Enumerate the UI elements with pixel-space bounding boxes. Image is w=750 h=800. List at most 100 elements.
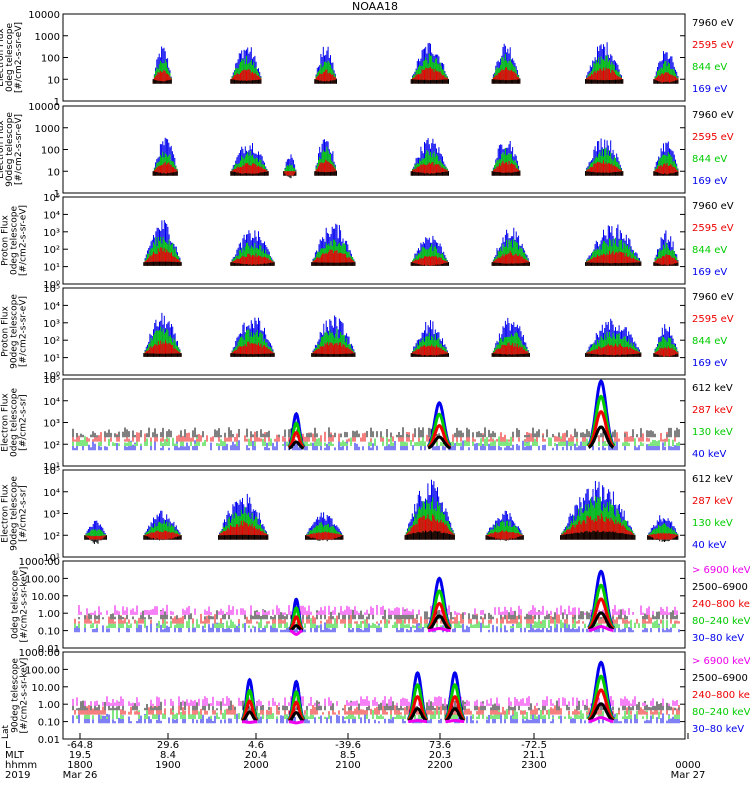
data-series bbox=[143, 312, 679, 357]
legend-entry: 40 keV bbox=[692, 449, 726, 460]
x-tick-label-hhmm: 2100 bbox=[335, 760, 360, 771]
series-stroke bbox=[485, 535, 524, 541]
series-stroke bbox=[585, 353, 642, 357]
y-tick-label: 10000 bbox=[28, 102, 60, 113]
panel-frame bbox=[62, 651, 686, 740]
y-axis-label: Electron Flux bbox=[1, 393, 11, 452]
y-tick-label: 10² bbox=[43, 440, 60, 451]
x-tick-label-lat: 29.6 bbox=[157, 740, 179, 751]
y-tick-label: 10⁴ bbox=[43, 488, 60, 499]
y-tick-label: 10 bbox=[47, 167, 60, 178]
series-stroke bbox=[311, 353, 356, 357]
series-peak bbox=[427, 435, 451, 450]
y-axis-label: [#/cm2-s-sr-eV] bbox=[14, 114, 24, 185]
y-axis-label: MEPED bbox=[0, 407, 2, 439]
series-peak bbox=[288, 440, 305, 450]
y-tick-label: 10⁰ bbox=[43, 280, 60, 291]
series-stroke bbox=[283, 171, 297, 179]
series-stroke bbox=[585, 79, 624, 84]
legend-entry: 240–800 ke bbox=[692, 690, 750, 701]
legend-entry: 169 eV bbox=[692, 358, 727, 369]
x-tick-label-hhmm: 2000 bbox=[243, 760, 268, 771]
y-axis-label: 0deg telescope bbox=[10, 206, 20, 276]
panel-1: 10000 1000 100 10 1 Electron Flux 0deg telesco… bbox=[0, 10, 734, 108]
y-tick-label: 1000.00 bbox=[19, 557, 60, 568]
x-tick-label-date: Mar 26 bbox=[63, 770, 98, 781]
legend-entry: 130 keV bbox=[692, 427, 733, 438]
series-peak bbox=[444, 707, 465, 723]
y-axis-label: 0deg telescope bbox=[5, 23, 15, 93]
y-axis-label: [#/cm2-s-sr-keV] bbox=[20, 567, 30, 643]
y-tick-label: 10.00 bbox=[31, 683, 60, 694]
y-tick-label: 1000 bbox=[35, 124, 60, 135]
y-tick-label: 0.10 bbox=[38, 627, 60, 638]
series-stroke bbox=[218, 534, 269, 540]
legend-entry: 844 eV bbox=[692, 62, 727, 73]
series-stroke bbox=[653, 353, 679, 357]
panel-2: 10000 1000 100 10 1 Electron Flux 90deg telesc… bbox=[0, 102, 734, 200]
legend-entry: 2595 eV bbox=[692, 132, 734, 143]
series-stroke bbox=[230, 171, 269, 176]
x-tick-label-mlt: 8.4 bbox=[160, 750, 176, 761]
series-stroke bbox=[491, 160, 521, 176]
y-axis-label: 90deg telescope bbox=[5, 112, 15, 187]
series-stroke bbox=[653, 171, 679, 176]
series-floor bbox=[72, 700, 680, 711]
series-stroke bbox=[491, 353, 530, 357]
panel-frame bbox=[62, 378, 686, 467]
series-peak bbox=[241, 699, 259, 722]
legend-entry: 2500–6900 bbox=[692, 582, 748, 593]
data-series bbox=[84, 479, 679, 544]
legend-entry: 80–240 keV bbox=[692, 616, 750, 627]
legend-entry: 169 eV bbox=[692, 84, 727, 95]
series-floor bbox=[72, 427, 680, 438]
series-peak bbox=[427, 614, 452, 632]
data-series bbox=[72, 660, 680, 725]
series-peak bbox=[287, 431, 305, 449]
legend-entry: 2595 eV bbox=[692, 314, 734, 325]
y-tick-label: 1 bbox=[54, 97, 60, 108]
legend-entry: 844 eV bbox=[692, 245, 727, 256]
y-tick-label: 10.00 bbox=[31, 592, 60, 603]
y-tick-label: 0.01 bbox=[38, 735, 60, 746]
y-tick-label: 0.10 bbox=[38, 718, 60, 729]
x-tick-label-lat: -39.6 bbox=[335, 740, 361, 751]
legend-entry: 287 keV bbox=[692, 405, 733, 416]
legend-entry: 169 eV bbox=[692, 267, 727, 278]
legend-entry: 287 keV bbox=[692, 496, 733, 507]
y-tick-label: 100.00 bbox=[25, 665, 60, 676]
y-tick-label: 10 bbox=[47, 75, 60, 86]
x-tick-label-date: Mar 27 bbox=[671, 770, 706, 781]
series-peak bbox=[587, 597, 615, 631]
y-axis-label: 0deg telescope bbox=[11, 570, 21, 640]
y-tick-label: 10³ bbox=[43, 228, 60, 239]
panel-7: 1000.00 100.00 10.00 1.00 0.10 0.01 0deg teles… bbox=[11, 557, 750, 655]
x-row-label: L bbox=[5, 740, 11, 751]
series-floor bbox=[72, 696, 678, 706]
series-stroke bbox=[410, 262, 449, 266]
panel-frame bbox=[62, 13, 686, 102]
x-row-label: 2019 bbox=[5, 770, 30, 781]
y-tick-label: 10³ bbox=[43, 319, 60, 330]
series-peak bbox=[288, 720, 304, 725]
y-tick-label: 10² bbox=[43, 245, 60, 256]
series-peak bbox=[588, 716, 614, 723]
y-axis-label: [#/cm2-s-sr-eV] bbox=[19, 296, 29, 367]
y-axis-label: [#/cm2-s-sr] bbox=[19, 485, 29, 542]
series-stroke bbox=[152, 79, 172, 84]
series-floor bbox=[72, 713, 680, 724]
series-stroke bbox=[410, 171, 449, 176]
y-tick-label: 10⁵ bbox=[43, 466, 60, 477]
data-series bbox=[152, 42, 679, 84]
panel-frame bbox=[62, 287, 686, 376]
legend-entry: 612 keV bbox=[692, 383, 733, 394]
y-tick-label: 1000.00 bbox=[19, 648, 60, 659]
x-tick-label-hhmm: 1900 bbox=[155, 760, 180, 771]
y-tick-label: 1.00 bbox=[38, 700, 60, 711]
y-tick-label: 100 bbox=[41, 54, 60, 65]
series-peak bbox=[407, 707, 428, 723]
x-tick-label-lat: -64.8 bbox=[67, 740, 93, 751]
y-axis-label: Electron Flux bbox=[1, 484, 11, 543]
